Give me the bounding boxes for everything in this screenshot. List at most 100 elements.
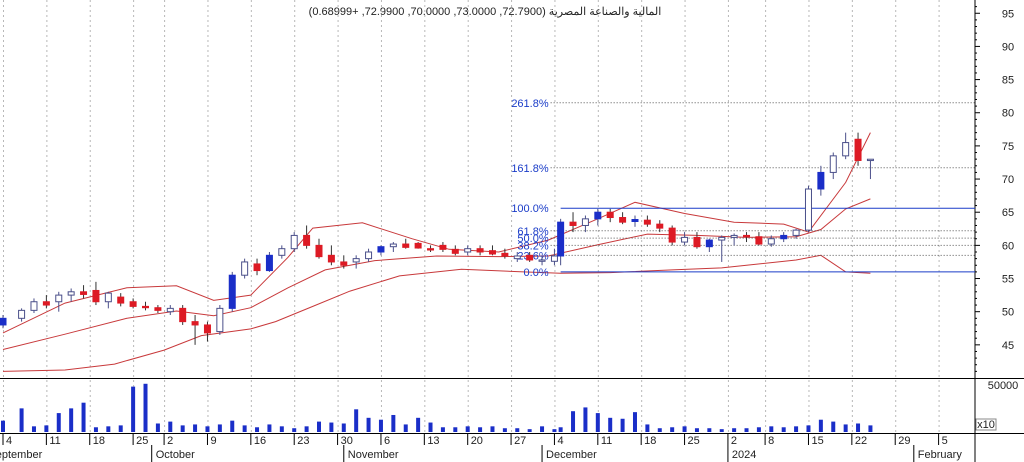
- candle-body: [203, 324, 211, 334]
- volume-bar: [255, 427, 260, 432]
- price-axis: 45 50 55 60 65 70 75 80 85 90 95 50000 x10: [975, 6, 1018, 431]
- fib-level-label: 38.2%: [517, 240, 548, 252]
- candle-body: [693, 236, 701, 248]
- volume-bar: [131, 386, 136, 432]
- volume-bar: [781, 427, 786, 432]
- month-label: February: [918, 449, 963, 461]
- volume-bar: [391, 414, 396, 432]
- candle-body: [501, 252, 509, 257]
- candle-body: [104, 292, 112, 303]
- candle-body: [656, 223, 664, 229]
- candle-body: [166, 307, 174, 313]
- candle-body: [241, 261, 249, 276]
- volume-bar: [583, 407, 588, 432]
- volume-bar: [645, 424, 650, 432]
- volume-bar: [502, 428, 507, 432]
- date-tick-label: 13: [427, 435, 439, 447]
- volume-bar: [180, 425, 185, 432]
- candle-body: [488, 250, 496, 255]
- volume-bar: [670, 427, 675, 432]
- date-tick-label: 18: [93, 435, 105, 447]
- candle-body: [42, 301, 50, 306]
- candle-body: [681, 236, 689, 243]
- volume-unit-label: x10: [977, 419, 995, 431]
- bollinger-bands: [2, 132, 871, 372]
- date-tick-label: 2: [167, 435, 173, 447]
- date-tick-label: 30: [341, 435, 353, 447]
- fibonacci-levels: 261.8%161.8%100.0%61.8%50.0%38.2%23.6%0.…: [511, 98, 975, 279]
- volume-bar: [1, 420, 5, 432]
- candle-body: [290, 234, 298, 250]
- candle-body: [451, 248, 459, 254]
- candle-body: [427, 248, 435, 251]
- volume-bar: [230, 420, 235, 432]
- month-label: 2024: [732, 449, 756, 461]
- candle-body: [30, 301, 38, 311]
- fib-level-label: 50.0%: [517, 233, 548, 245]
- volume-bar: [193, 424, 198, 432]
- candle-body: [526, 254, 534, 261]
- candle-body: [179, 307, 187, 323]
- volume-bar: [267, 424, 272, 432]
- fib-level-label: 61.8%: [517, 226, 548, 238]
- candle-body: [631, 219, 639, 222]
- volume-bar: [608, 417, 613, 432]
- candle-body: [705, 239, 713, 248]
- volume-bar: [756, 427, 761, 432]
- band-lower-line: [2, 254, 871, 372]
- band-upper-line: [2, 132, 871, 334]
- price-tick-label: 55: [1002, 274, 1014, 286]
- volume-bar: [558, 427, 563, 432]
- volume-bar: [620, 418, 625, 432]
- volume-bar: [31, 426, 36, 432]
- volume-bar: [106, 426, 111, 432]
- volume-bar: [354, 409, 359, 432]
- date-tick-label: 20: [471, 435, 483, 447]
- volume-bar: [378, 419, 383, 432]
- candle-body: [142, 305, 150, 309]
- candle-body: [594, 211, 602, 220]
- volume-bar: [707, 428, 712, 432]
- candle-body: [228, 274, 236, 309]
- candle-body: [365, 251, 373, 260]
- candle-body: [117, 296, 125, 304]
- volume-bar: [843, 424, 848, 432]
- volume-bar: [316, 421, 321, 432]
- volume-bars: [1, 383, 873, 432]
- volume-bar: [744, 428, 749, 432]
- volume-bar: [217, 424, 222, 432]
- candle-body: [129, 301, 137, 307]
- volume-bar: [304, 426, 309, 432]
- date-tick-label: 5: [942, 435, 948, 447]
- volume-bar: [93, 427, 98, 432]
- date-tick-label: 15: [811, 435, 823, 447]
- candle-body: [377, 246, 385, 253]
- date-tick-label: 4: [557, 435, 563, 447]
- candle-body: [340, 261, 348, 266]
- candle-body: [265, 254, 273, 272]
- candle-body: [619, 217, 627, 223]
- price-tick-label: 75: [1002, 141, 1014, 153]
- date-tick-label: 23: [297, 435, 309, 447]
- volume-bar: [515, 428, 520, 432]
- candle-body: [439, 244, 447, 250]
- volume-bar: [118, 425, 123, 432]
- volume-bar: [428, 422, 433, 432]
- candle-body: [315, 244, 323, 258]
- candle-body: [792, 229, 800, 236]
- volume-bar: [632, 412, 637, 432]
- volume-bar: [732, 428, 737, 432]
- candle-body: [476, 248, 484, 253]
- chart-title: المالية والصناعة المصرية (72.7900, 73.00…: [309, 6, 662, 18]
- volume-bar: [279, 426, 284, 432]
- candle-body: [402, 243, 410, 248]
- date-axis: 41118252916233061320274111825281522295Se…: [0, 433, 962, 462]
- volume-bar: [571, 411, 576, 432]
- candle-body: [538, 259, 546, 262]
- candle-body: [743, 234, 751, 238]
- volume-bar: [694, 428, 699, 432]
- fib-level-label: 0.0%: [524, 267, 549, 279]
- candle-body: [668, 227, 676, 243]
- volume-bar: [143, 383, 148, 432]
- volume-bar: [552, 429, 557, 432]
